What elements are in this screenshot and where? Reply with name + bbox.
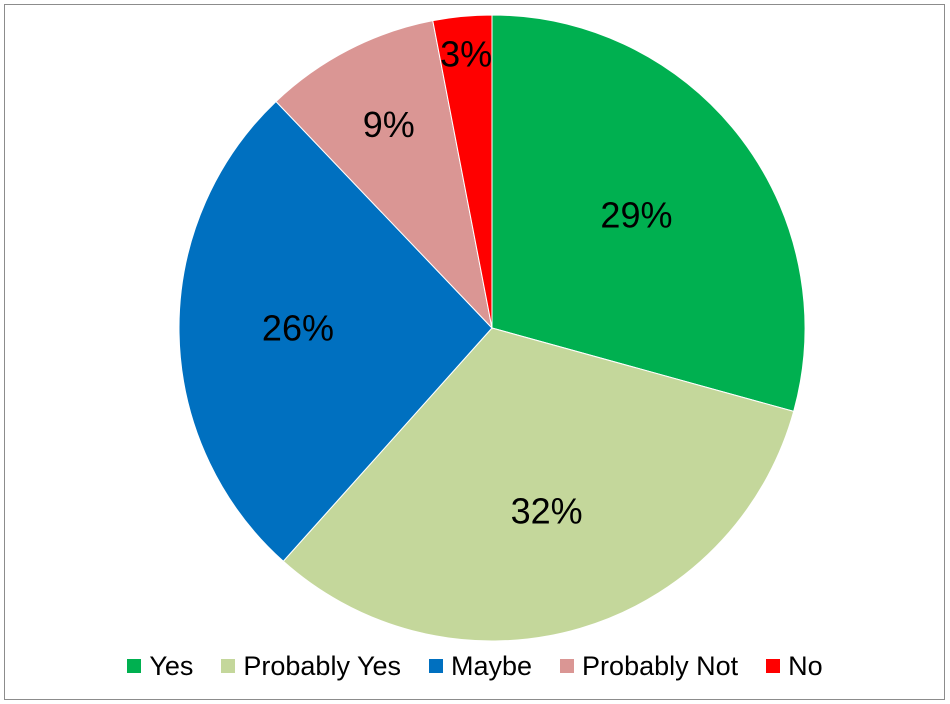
legend-swatch-yes [127, 659, 142, 673]
pie-slice-yes [491, 14, 806, 413]
legend-label-probably-yes: Probably Yes [243, 650, 401, 681]
legend-item-maybe: Maybe [429, 651, 532, 682]
legend-swatch-probably-yes [221, 659, 236, 673]
pie-slice-probably-yes [282, 327, 795, 642]
legend-swatch-maybe [429, 659, 443, 673]
pie-data-labels: 29% 32% 26% 9% 3% [262, 33, 673, 531]
data-label-probably-yes: 32% [511, 491, 583, 532]
data-label-maybe: 26% [262, 308, 334, 349]
data-label-yes: 29% [600, 195, 672, 236]
legend-label-no: No [788, 650, 823, 681]
pie-slice-probably-not [275, 20, 493, 330]
data-label-probably-not: 9% [363, 104, 415, 145]
legend-swatch-no [766, 659, 781, 673]
legend-label-maybe: Maybe [451, 650, 533, 681]
pie-slice-maybe [178, 100, 493, 562]
chart-legend: Yes Probably Yes Maybe Probably Not No [0, 648, 950, 684]
data-label-no: 3% [440, 33, 492, 74]
pie-slices [178, 14, 806, 642]
legend-item-probably-yes: Probably Yes [221, 651, 401, 682]
legend-swatch-probably-not [560, 659, 575, 673]
pie-slice-no [432, 14, 493, 329]
legend-item-yes: Yes [127, 651, 193, 682]
legend-label-yes: Yes [149, 650, 194, 681]
legend-label-probably-not: Probably Not [582, 650, 739, 681]
legend-item-no: No [766, 651, 823, 682]
legend-item-probably-not: Probably Not [560, 651, 738, 682]
